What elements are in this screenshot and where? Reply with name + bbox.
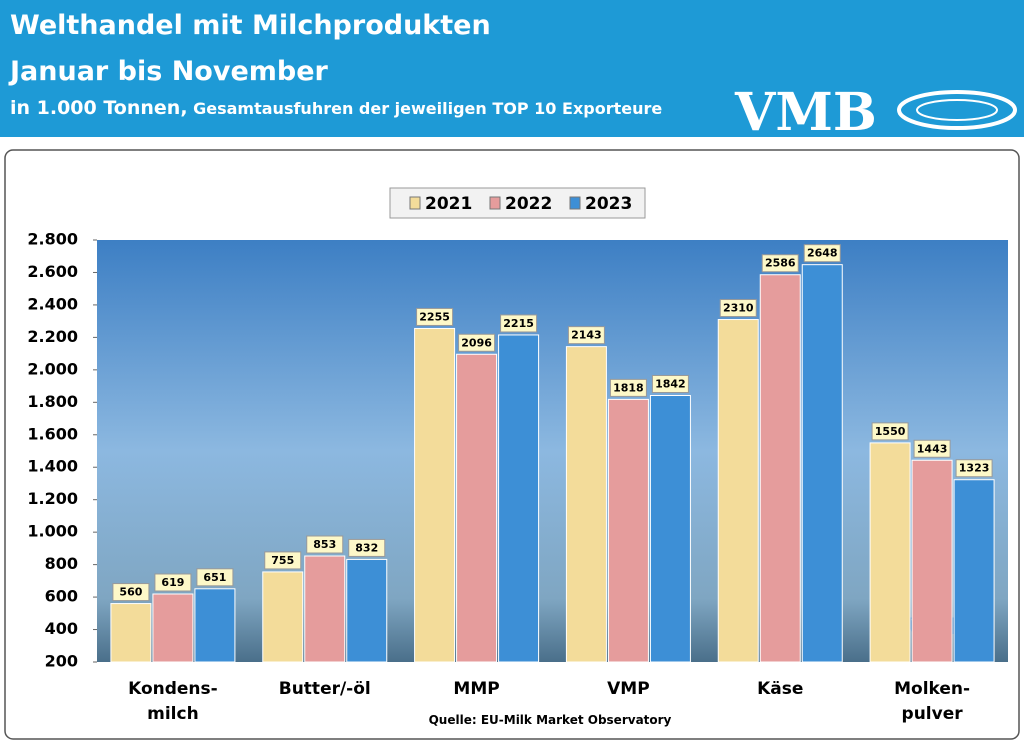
plot-area: [97, 240, 1008, 662]
data-label: 2586: [765, 257, 796, 270]
bar: [152, 593, 194, 663]
data-label: 2255: [419, 310, 450, 323]
y-tick-label: 2.000: [27, 359, 78, 378]
legend-box: [389, 187, 646, 219]
y-tick-label: 2.400: [27, 294, 78, 313]
y-tick-label: 2.200: [27, 327, 78, 346]
data-label: 755: [271, 554, 294, 567]
data-label-box: [719, 299, 757, 318]
data-label: 619: [161, 576, 184, 589]
legend-swatch: [409, 196, 421, 210]
y-tick-label: 1.800: [27, 392, 78, 411]
y-tick-label: 200: [45, 652, 78, 671]
y-tick-label: 1.600: [27, 424, 78, 443]
x-tick-label: Käse: [757, 679, 804, 699]
legend-label: 2023: [585, 194, 632, 214]
data-label: 651: [203, 571, 226, 584]
data-label: 1443: [917, 442, 948, 455]
data-label-box: [955, 459, 993, 478]
data-label-box: [803, 244, 841, 263]
y-tick-label: 400: [45, 619, 78, 638]
bar: [498, 334, 540, 663]
data-label-box: [761, 254, 799, 273]
subtitle: Januar bis November: [10, 56, 328, 87]
y-tick-label: 800: [45, 554, 78, 573]
data-label-box: [196, 568, 234, 587]
bar: [869, 442, 911, 663]
data-label: 2096: [461, 336, 492, 349]
logo: VMB: [735, 82, 877, 143]
x-tick-label: Molken- pulver: [894, 679, 971, 724]
bar: [110, 603, 152, 663]
data-label: 832: [355, 541, 378, 554]
y-tick-label: 2.600: [27, 262, 78, 281]
data-label-box: [567, 326, 605, 345]
bar: [414, 327, 456, 663]
bar: [565, 346, 607, 663]
data-label-box: [458, 333, 496, 352]
data-label-box: [348, 538, 386, 557]
data-label: 2310: [723, 302, 754, 315]
y-tick-label: 1.000: [27, 522, 78, 541]
legend-swatch: [489, 196, 501, 210]
bar: [456, 353, 498, 663]
x-tick-label: VMP: [607, 679, 650, 699]
y-tick-label: 2.800: [27, 230, 78, 249]
data-label-box: [651, 374, 689, 393]
data-label: 2215: [503, 317, 534, 330]
logo-swoosh: [897, 90, 1017, 130]
data-label-box: [416, 307, 454, 326]
data-label-box: [154, 573, 192, 592]
header: Welthandel mit Milchprodukten Januar bis…: [0, 0, 1024, 143]
data-label-box: [500, 314, 538, 333]
data-label-box: [264, 551, 302, 570]
bar: [649, 394, 691, 663]
bar: [346, 558, 388, 663]
legend-label: 2022: [505, 194, 552, 214]
data-label: 2648: [807, 247, 838, 260]
legend-swatch: [569, 196, 581, 210]
x-tick-label: Kondens- milch: [128, 679, 218, 724]
data-label: 2143: [571, 329, 602, 342]
bar: [607, 398, 649, 663]
legend-label: 2021: [425, 194, 472, 214]
bar: [717, 319, 759, 663]
data-label-box: [913, 439, 951, 458]
y-tick-label: 1.400: [27, 457, 78, 476]
y-tick-label: 600: [45, 587, 78, 606]
data-label: 853: [313, 538, 336, 551]
unit: in 1.000 Tonnen,: [10, 97, 188, 119]
subtitle-line: in 1.000 Tonnen, Gesamtausfuhren der jew…: [10, 97, 662, 119]
bar: [304, 555, 346, 663]
bar: [262, 571, 304, 663]
data-label-box: [112, 583, 150, 602]
title: Welthandel mit Milchprodukten: [10, 10, 491, 41]
source: Quelle: EU-Milk Market Observatory: [428, 713, 672, 727]
data-label: 560: [119, 586, 142, 599]
bar: [911, 459, 953, 663]
bar: [801, 264, 843, 663]
y-tick-label: 1.200: [27, 489, 78, 508]
data-label-box: [306, 535, 344, 554]
data-label: 1550: [875, 425, 906, 438]
data-label-box: [871, 422, 909, 441]
description: Gesamtausfuhren der jeweiligen TOP 10 Ex…: [193, 99, 663, 118]
data-label: 1818: [613, 381, 644, 394]
data-label: 1323: [959, 462, 990, 475]
x-tick-label: Butter/-öl: [278, 679, 371, 699]
data-label-box: [609, 378, 647, 397]
data-label: 1842: [655, 377, 686, 390]
bar: [953, 479, 995, 663]
bar: [759, 274, 801, 663]
x-tick-label: MMP: [453, 679, 500, 699]
bar: [194, 588, 236, 663]
